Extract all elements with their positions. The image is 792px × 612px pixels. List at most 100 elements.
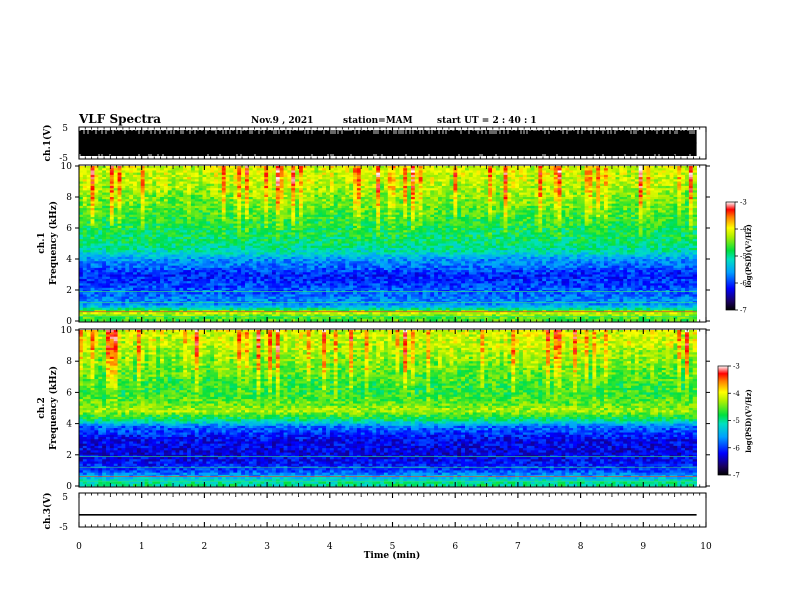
spectrogram-cell [183,201,188,205]
spectrogram-cell [167,281,173,284]
spectrogram-cell [79,261,84,264]
spectrogram-cell [125,232,130,236]
spectrogram-cell [326,314,331,317]
spectrogram-cell [179,219,184,222]
spectrogram-cell [322,316,327,320]
spectrogram-cell [86,214,91,218]
spectrogram-cell [206,296,211,300]
spectrogram-cell [86,174,91,178]
spectrogram-cell [337,205,342,209]
spectrogram-cell [79,294,84,298]
spectrogram-cell [82,223,88,227]
spectrogram-cell [295,270,300,273]
spectrogram-cell [136,221,142,224]
spectrogram-cell [167,256,173,260]
spectrogram-cell [241,298,246,302]
spectrogram-cell [194,261,200,264]
spectrogram-cell [194,232,200,236]
spectrogram-cell [322,294,327,298]
spectrogram-cell [299,232,304,236]
spectrogram-cell [214,276,219,280]
spectrogram-cell [225,239,230,242]
spectrogram-cell [299,188,304,191]
spectrogram-cell [125,208,130,211]
spectrogram-cell [291,252,296,255]
spectrogram-cell [94,254,99,258]
spectrogram-cell [163,309,169,313]
spectrogram-cell [187,166,192,169]
spectrogram-cell [106,223,111,227]
spectrogram-cell [233,230,238,233]
spectrogram-cell [210,230,215,233]
spectrogram-cell [329,296,335,300]
spectrogram-cell [272,252,277,255]
spectrogram-cell [102,199,107,202]
spectrogram-cell [109,296,115,300]
spectrogram-cell [268,197,273,200]
spectrogram-cell [82,232,88,236]
spectrogram-cell [310,214,315,218]
spectrogram-cell [256,201,261,205]
spectrogram-cell [283,263,288,267]
spectrogram-cell [272,185,277,189]
spectrogram-cell [175,294,180,298]
spectrogram-cell [79,205,84,209]
spectrogram-cell [299,247,304,251]
spectrogram-cell [206,316,211,320]
spectrogram-cell [241,174,246,178]
spectrogram-cell [148,199,153,202]
spectrogram-cell [98,278,103,282]
spectrogram-cell [106,208,111,211]
spectrogram-cell [94,216,99,220]
spectrogram-cell [140,263,146,267]
spectrogram-cell [264,188,269,191]
spectrogram-cell [326,270,331,273]
spectrogram-cell [279,303,284,306]
spectrogram-cell [295,276,300,280]
spectrogram-cell [202,245,207,249]
spectrogram-cell [295,274,300,278]
spectrogram-cell [322,296,327,300]
spectrogram-cell [102,274,107,278]
spectrogram-cell [167,223,173,227]
spectrogram-cell [183,205,188,209]
spectrogram-cell [206,265,211,269]
spectrogram-cell [140,245,146,249]
spectrogram-cell [299,192,304,196]
spectrogram-cell [160,192,165,196]
spectrogram-cell [160,197,165,200]
spectrogram-cell [109,183,115,187]
spectrogram-cell [225,183,230,187]
spectrogram-cell [144,281,149,284]
spectrogram-cell [244,270,250,273]
spectrogram-cell [252,214,257,218]
spectrogram-cell [318,199,323,202]
spectrogram-cell [152,254,157,258]
spectrogram-cell [86,245,91,249]
spectrogram-cell [109,179,115,182]
spectrogram-cell [190,287,196,291]
spectrogram-cell [233,236,238,240]
spectrogram-cell [256,174,261,178]
spectrogram-cell [322,261,327,264]
spectrogram-cell [244,168,250,171]
spectrogram-cell [256,312,261,315]
spectrogram-cell [248,285,254,289]
spectrogram-cell [125,250,130,253]
spectrogram-cell [221,181,227,185]
spectrogram-cell [90,294,95,298]
spectrogram-cell [156,214,161,218]
spectrogram-cell [133,256,138,260]
spectrogram-cell [86,261,91,264]
spectrogram-cell [306,296,311,300]
spectrogram-cell [117,236,122,240]
spectrogram-cell [79,234,84,238]
spectrogram-cell [82,265,88,269]
spectrogram-cell [202,296,207,300]
spectrogram-cell [86,230,91,233]
spectrogram-cell [268,305,273,309]
spectrogram-cell [248,201,254,205]
spectrogram-cell [109,230,115,233]
spectrogram-cell [275,294,281,298]
spectrogram-cell [333,276,339,280]
